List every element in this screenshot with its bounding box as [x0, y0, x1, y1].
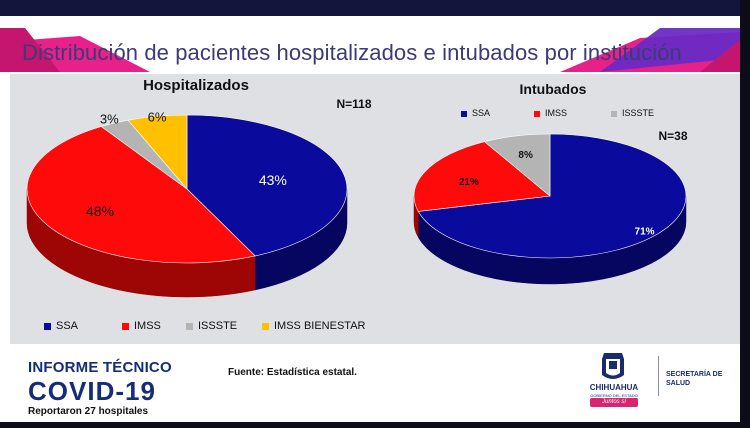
report-title-line2: COVID-19 [28, 376, 156, 406]
intub-legend-issste: ISSSTE [622, 108, 654, 118]
data-label-issste: 8% [518, 150, 533, 161]
slice-issste [483, 133, 551, 197]
page-title: Distribución de pacientes hospitalizados… [22, 40, 682, 65]
intub-legend-imss: IMSS [545, 108, 567, 118]
hosp-n-label: N=118 [336, 97, 371, 111]
hosp-swatch-imss [122, 323, 129, 330]
slice-imss [26, 126, 256, 264]
data-label-ssa: 71% [635, 226, 655, 237]
data-label-issste: 3% [100, 111, 119, 126]
data-label-ssa: 43% [259, 172, 287, 188]
title-band [0, 28, 740, 72]
logo-separator [658, 356, 659, 396]
source-label: Fuente: Estadística estatal. [228, 367, 357, 378]
charts-svg: Hospitalizados N=118 Intubados N=38 43% 4… [26, 77, 688, 332]
intub-swatch-imss [534, 111, 540, 117]
hosp-swatch-issste [186, 323, 193, 330]
agency-line2: SALUD [666, 380, 691, 387]
top-bar [0, 0, 750, 16]
right-strip [740, 0, 750, 428]
data-label-imss: 48% [86, 203, 114, 219]
slice-ssa [186, 114, 348, 257]
hosp-legend-imss-bienestar: IMSS BIENESTAR [274, 320, 366, 332]
hosp-legend-ssa: SSA [56, 320, 79, 332]
logo-government: GOBIERNO DEL ESTADO [590, 393, 638, 398]
slice-imss-bienestar [127, 114, 188, 190]
data-label-imss-bienestar: 6% [148, 109, 167, 124]
report-note: Reportaron 27 hospitales [28, 406, 149, 417]
data-label-imss: 21% [459, 177, 479, 188]
agency-line1: SECRETARÍA DE [666, 371, 723, 378]
intub-legend-ssa: SSA [472, 108, 490, 118]
slice-ssa [417, 133, 687, 259]
logo-motto: Juntos sí podemos [590, 398, 638, 414]
intub-swatch-issste [611, 111, 617, 117]
hosp-swatch-imss-bienestar [262, 323, 269, 330]
intub-chart-title: Intubados [520, 81, 587, 97]
intub-n-label: N=38 [658, 129, 687, 143]
hosp-chart-title: Hospitalizados [143, 77, 249, 94]
hosp-swatch-ssa [44, 323, 51, 330]
slice-imss [413, 141, 551, 212]
bottom-bar [0, 422, 750, 428]
plot-area: Hospitalizados N=118 Intubados N=38 43% 4… [10, 74, 740, 344]
intub-swatch-ssa [461, 111, 467, 117]
chihuahua-crest-icon [602, 353, 624, 379]
hosp-legend-issste: ISSSTE [198, 320, 237, 332]
hosp-legend-imss: IMSS [134, 320, 161, 332]
report-title-line1: INFORME TÉCNICO [28, 359, 172, 376]
logo-name: CHIHUAHUA [589, 383, 639, 392]
